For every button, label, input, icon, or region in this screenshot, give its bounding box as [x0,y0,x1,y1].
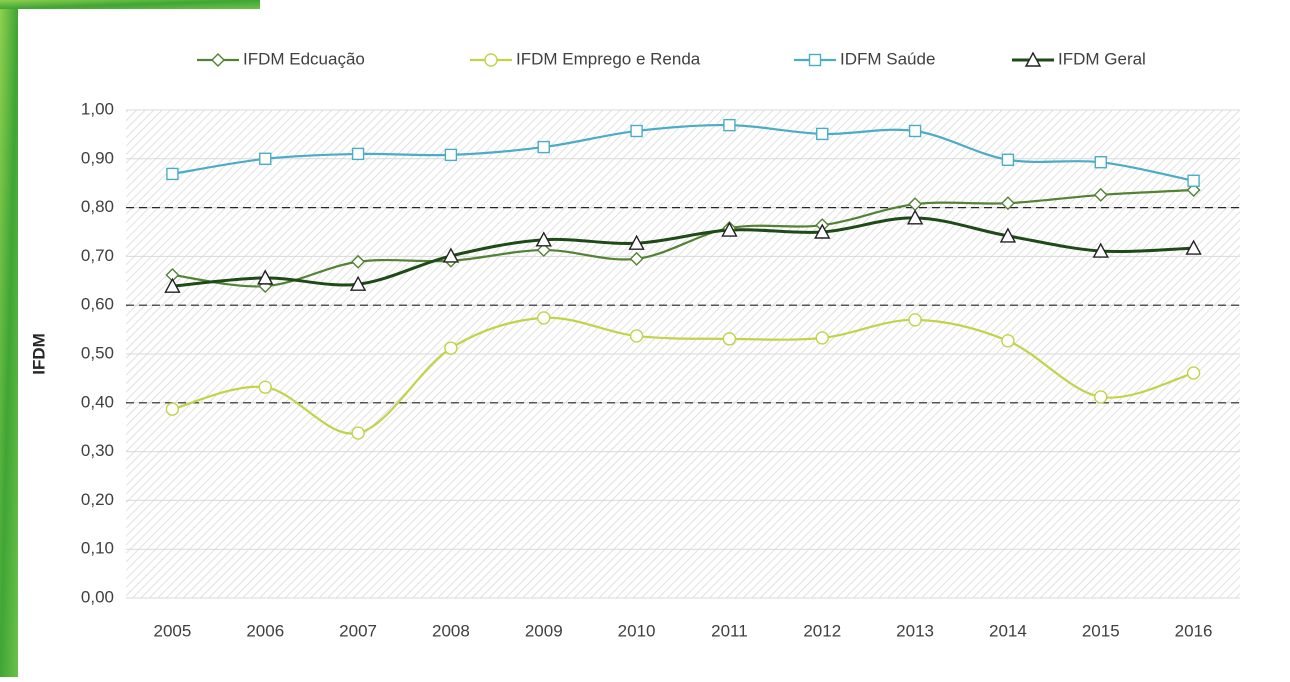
data-point [1092,242,1109,258]
decor-strip [0,0,18,677]
y-tick-label: 0,10 [81,539,114,558]
data-point [723,118,736,132]
y-tick-label: 0,70 [81,246,114,265]
data-point [1185,239,1202,255]
data-point [722,332,737,346]
data-point [721,221,738,237]
y-tick-label: 0,00 [81,587,114,606]
y-tick-label: 1,00 [81,99,114,118]
y-tick-label: 0,80 [81,197,114,216]
data-point [629,251,644,266]
data-point [351,426,365,440]
data-point [908,313,922,327]
data-point [1186,366,1201,380]
y-tick-label: 0,90 [81,148,114,167]
x-tick-label: 2011 [711,621,748,640]
data-point [351,147,365,161]
x-tick-label: 2008 [432,621,470,640]
x-tick-label: 2012 [803,621,841,640]
legend-label: IFDM Geral [1058,49,1146,68]
legend-marker [484,53,498,67]
data-point [351,254,366,269]
data-point [814,223,831,239]
data-point [1186,183,1201,198]
data-point [537,140,550,154]
data-point [442,247,460,263]
y-tick-label: 0,60 [81,295,114,314]
legend-label: IFDM Edcuação [243,49,365,68]
x-tick-label: 2015 [1082,621,1120,640]
x-tick-label: 2013 [896,621,934,640]
data-point [816,127,829,141]
data-point [1093,187,1108,202]
y-tick-label: 0,50 [81,343,114,362]
x-tick-label: 2006 [246,621,284,640]
data-point [1187,174,1200,187]
y-axis-label: IFDM [29,333,48,375]
legend-marker [1024,51,1042,67]
series-line [172,316,1194,435]
data-point [444,148,458,162]
data-point [1094,390,1108,404]
data-point [166,167,179,181]
decor-strip [0,0,260,9]
data-point [164,277,181,293]
data-point [1001,334,1015,348]
x-tick-label: 2005 [154,621,192,640]
x-tick-label: 2014 [989,621,1027,640]
data-point [444,341,458,355]
data-point [165,402,180,416]
legend-marker [211,53,225,67]
y-tick-label: 0,20 [81,490,114,509]
data-point [629,329,644,343]
data-point [906,209,924,225]
x-tick-label: 2016 [1175,621,1213,640]
x-tick-label: 2009 [525,621,563,640]
data-point [1001,153,1015,166]
data-point [259,152,272,166]
data-point [258,380,272,394]
data-point [535,231,552,247]
data-point [536,243,551,258]
y-tick-label: 0,40 [81,392,114,411]
series-line [172,216,1194,288]
data-point [537,311,551,325]
data-point [628,234,645,250]
data-point [1094,156,1107,169]
data-point [1000,196,1015,211]
legend-label: IFDM Emprego e Renda [516,49,701,68]
data-point [815,331,829,345]
data-point [908,124,922,138]
series-line [172,188,1194,288]
data-point [630,124,643,138]
x-tick-label: 2010 [618,621,656,640]
legend-label: IDFM Saúde [840,49,935,68]
x-tick-label: 2007 [339,621,377,640]
legend-marker [808,53,822,67]
data-point [257,269,274,285]
data-point [999,227,1017,243]
series-line [172,123,1194,182]
data-point [349,275,367,291]
y-tick-label: 0,30 [81,441,114,460]
